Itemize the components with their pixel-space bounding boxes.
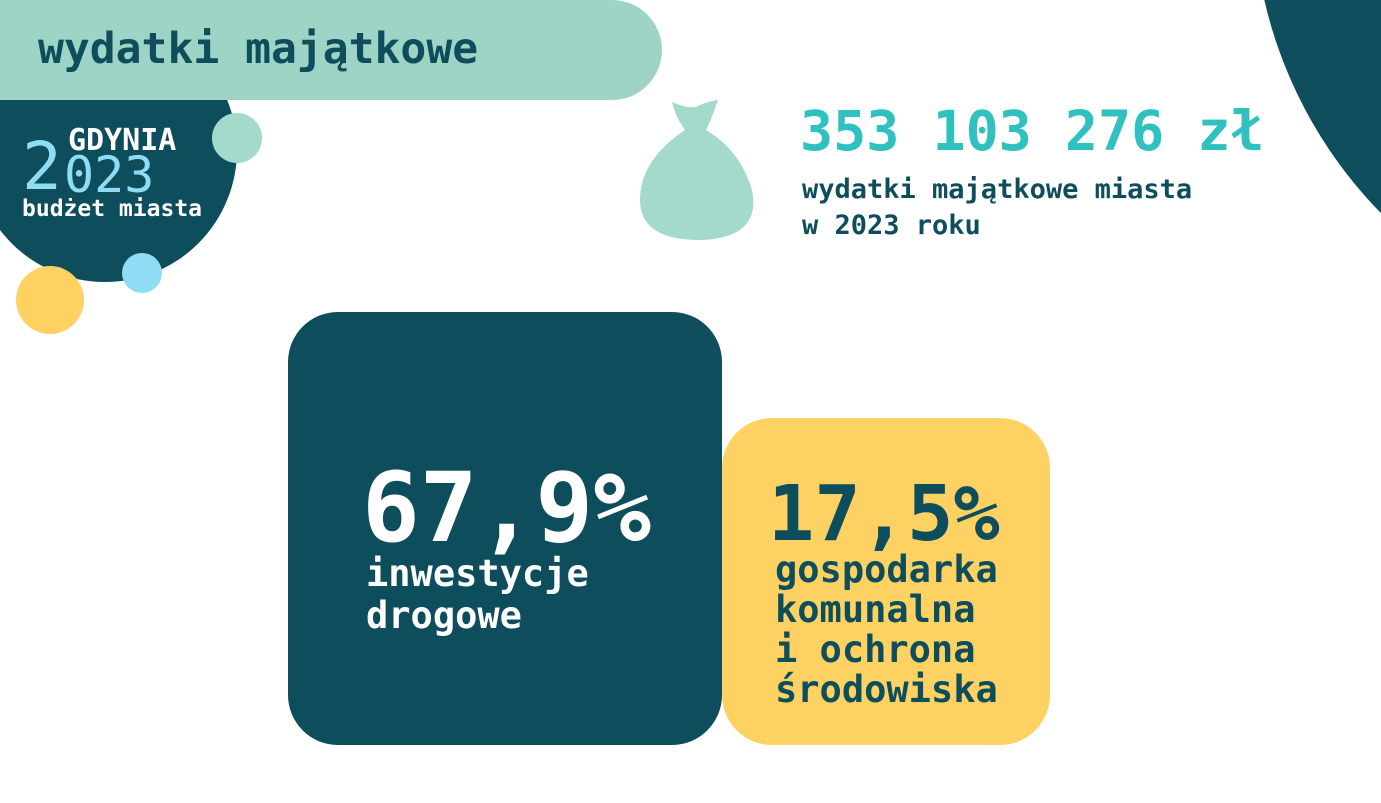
stat-card-roads	[288, 312, 722, 745]
logo-year-digit: 2	[22, 128, 62, 205]
yellow-dot	[16, 266, 84, 334]
money-bag-icon	[640, 100, 754, 240]
title-pill	[0, 0, 662, 100]
mint-dot	[212, 113, 262, 163]
stat-percent: 17,5%	[768, 470, 1000, 559]
page-title: wydatki majątkowe	[38, 24, 479, 74]
stat-label: gospodarka komunalna i ochrona środowisk…	[775, 548, 998, 711]
corner-arc	[1264, 0, 1381, 213]
logo-year: 023	[64, 146, 155, 204]
logo-subtitle: budżet miasta	[22, 196, 203, 222]
stat-card-municipal	[722, 418, 1050, 745]
total-amount: 353 103 276 zł	[800, 99, 1264, 163]
stat-label: inwestycje drogowe	[366, 552, 589, 637]
logo-city: GDYNIA	[68, 123, 177, 158]
stat-percent: 67,9%	[362, 452, 651, 564]
total-description: wydatki majątkowe miasta w 2023 roku	[802, 174, 1193, 241]
blue-dot	[122, 253, 162, 293]
